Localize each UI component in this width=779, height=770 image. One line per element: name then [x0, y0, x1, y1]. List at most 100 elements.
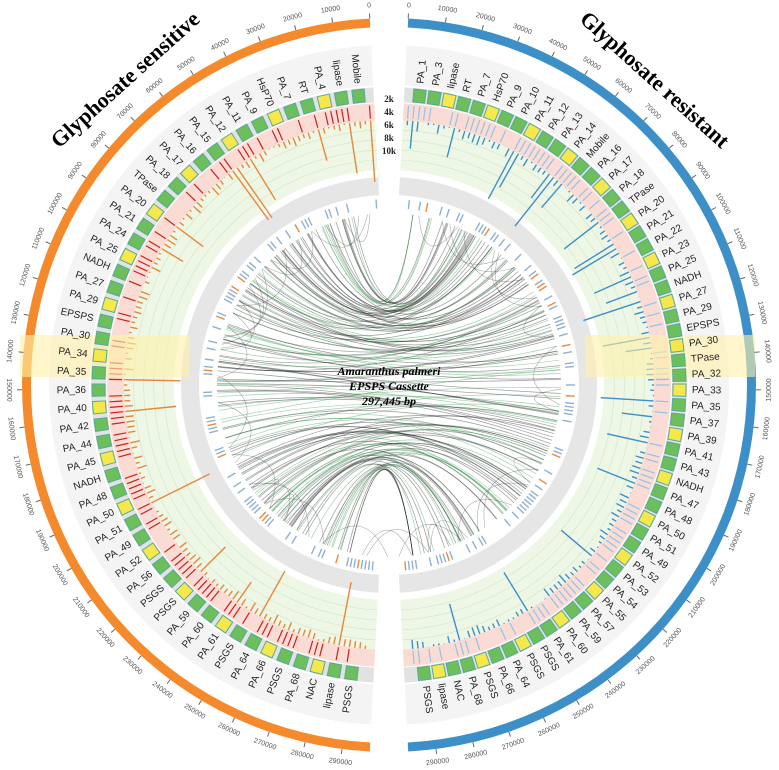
- link: [226, 329, 554, 360]
- link: [217, 310, 545, 372]
- band-mark: [276, 629, 284, 643]
- coverage-spike: [632, 465, 641, 470]
- band-mark: [210, 590, 220, 602]
- link: [351, 214, 414, 301]
- coverage-spike: [179, 221, 185, 227]
- inner-mark: [275, 236, 283, 245]
- coverage-spike: [282, 141, 287, 149]
- link: [306, 233, 516, 320]
- gene-box: [500, 640, 519, 659]
- band-mark: [124, 473, 138, 480]
- gene-box: [112, 263, 131, 282]
- band-mark: [228, 603, 237, 615]
- coverage-spike: [333, 125, 336, 130]
- coverage-spike: [292, 137, 297, 147]
- link: [218, 362, 559, 415]
- tick-mark: [706, 568, 712, 572]
- band-mark: [582, 191, 593, 202]
- coverage-spike: [338, 124, 341, 132]
- link: [220, 299, 255, 349]
- gene-box: [627, 224, 647, 244]
- link: [477, 482, 529, 533]
- gene-box: [206, 142, 226, 162]
- tick-mark: [444, 17, 447, 23]
- link: [241, 423, 547, 474]
- link: [311, 214, 368, 248]
- inner-mark: [206, 347, 216, 351]
- link: [254, 424, 549, 494]
- tick-label: 0: [407, 2, 411, 9]
- link: [274, 256, 522, 326]
- coverage-spike: [608, 522, 614, 527]
- gene-box: [250, 115, 269, 134]
- gene-box: [644, 496, 663, 515]
- tick-label: 0: [367, 2, 371, 9]
- link: [236, 414, 555, 466]
- gene-box: [595, 569, 615, 590]
- coverage-spike: [581, 560, 586, 565]
- gene-label: PA_40: [57, 403, 87, 416]
- gene-box: [653, 279, 672, 297]
- inner-mark: [480, 535, 487, 544]
- inner-mark: [223, 298, 233, 304]
- coverage-spike: [211, 578, 216, 583]
- ring-label: 4k: [384, 107, 394, 117]
- band-mark: [133, 493, 146, 500]
- coverage-spike: [322, 128, 326, 134]
- link: [326, 464, 457, 546]
- tick-mark: [691, 174, 697, 179]
- band-mark: [116, 447, 130, 453]
- coverage-spike: [135, 461, 140, 465]
- coverage-spike: [240, 164, 245, 169]
- coverage-spike: [134, 455, 143, 459]
- link: [217, 325, 248, 379]
- link: [322, 218, 432, 304]
- tick-label: 270000: [501, 737, 525, 751]
- gene-box: [260, 640, 278, 659]
- gene-track: [403, 87, 688, 683]
- coverage-spike: [596, 546, 599, 549]
- tick-mark: [61, 207, 67, 211]
- band-mark: [509, 622, 517, 635]
- gene-box: [187, 593, 207, 613]
- band-mark: [368, 105, 371, 119]
- gene-box: [635, 238, 655, 257]
- band-mark: [541, 155, 550, 167]
- link: [222, 413, 542, 465]
- tick-label: 50000: [581, 56, 601, 72]
- coverage-spike: [203, 194, 207, 197]
- band-mark: [210, 168, 220, 180]
- hist-bg: [400, 105, 670, 665]
- gene-box: [292, 653, 310, 671]
- band-mark: [145, 517, 158, 525]
- link: [324, 225, 466, 307]
- gene-box: [97, 313, 114, 330]
- band-mark: [537, 606, 546, 618]
- inner-mark: [498, 238, 506, 247]
- coverage-spike: [570, 571, 575, 576]
- tick-mark: [747, 463, 753, 466]
- coverage-spike: [639, 451, 646, 454]
- band-mark: [128, 280, 142, 287]
- link: [224, 284, 261, 337]
- link: [222, 302, 541, 357]
- link: [307, 232, 483, 312]
- band-mark: [649, 442, 663, 447]
- link: [329, 214, 414, 303]
- inner-mark: [284, 531, 292, 540]
- tick-label: 160000: [762, 417, 772, 441]
- coverage-spike: [126, 420, 135, 423]
- band-mark: [330, 111, 334, 124]
- tick-mark: [87, 599, 92, 604]
- link: [290, 448, 517, 527]
- link: [245, 289, 542, 342]
- coverage-spike: [254, 156, 258, 160]
- coverage-spike: [599, 535, 606, 540]
- tick-mark: [267, 731, 270, 737]
- gene-box: [99, 450, 117, 467]
- link: [300, 236, 476, 312]
- tick-label: 220000: [95, 627, 116, 649]
- coverage-spike: [481, 625, 486, 633]
- link: [251, 425, 548, 490]
- coverage-spike: [519, 608, 524, 614]
